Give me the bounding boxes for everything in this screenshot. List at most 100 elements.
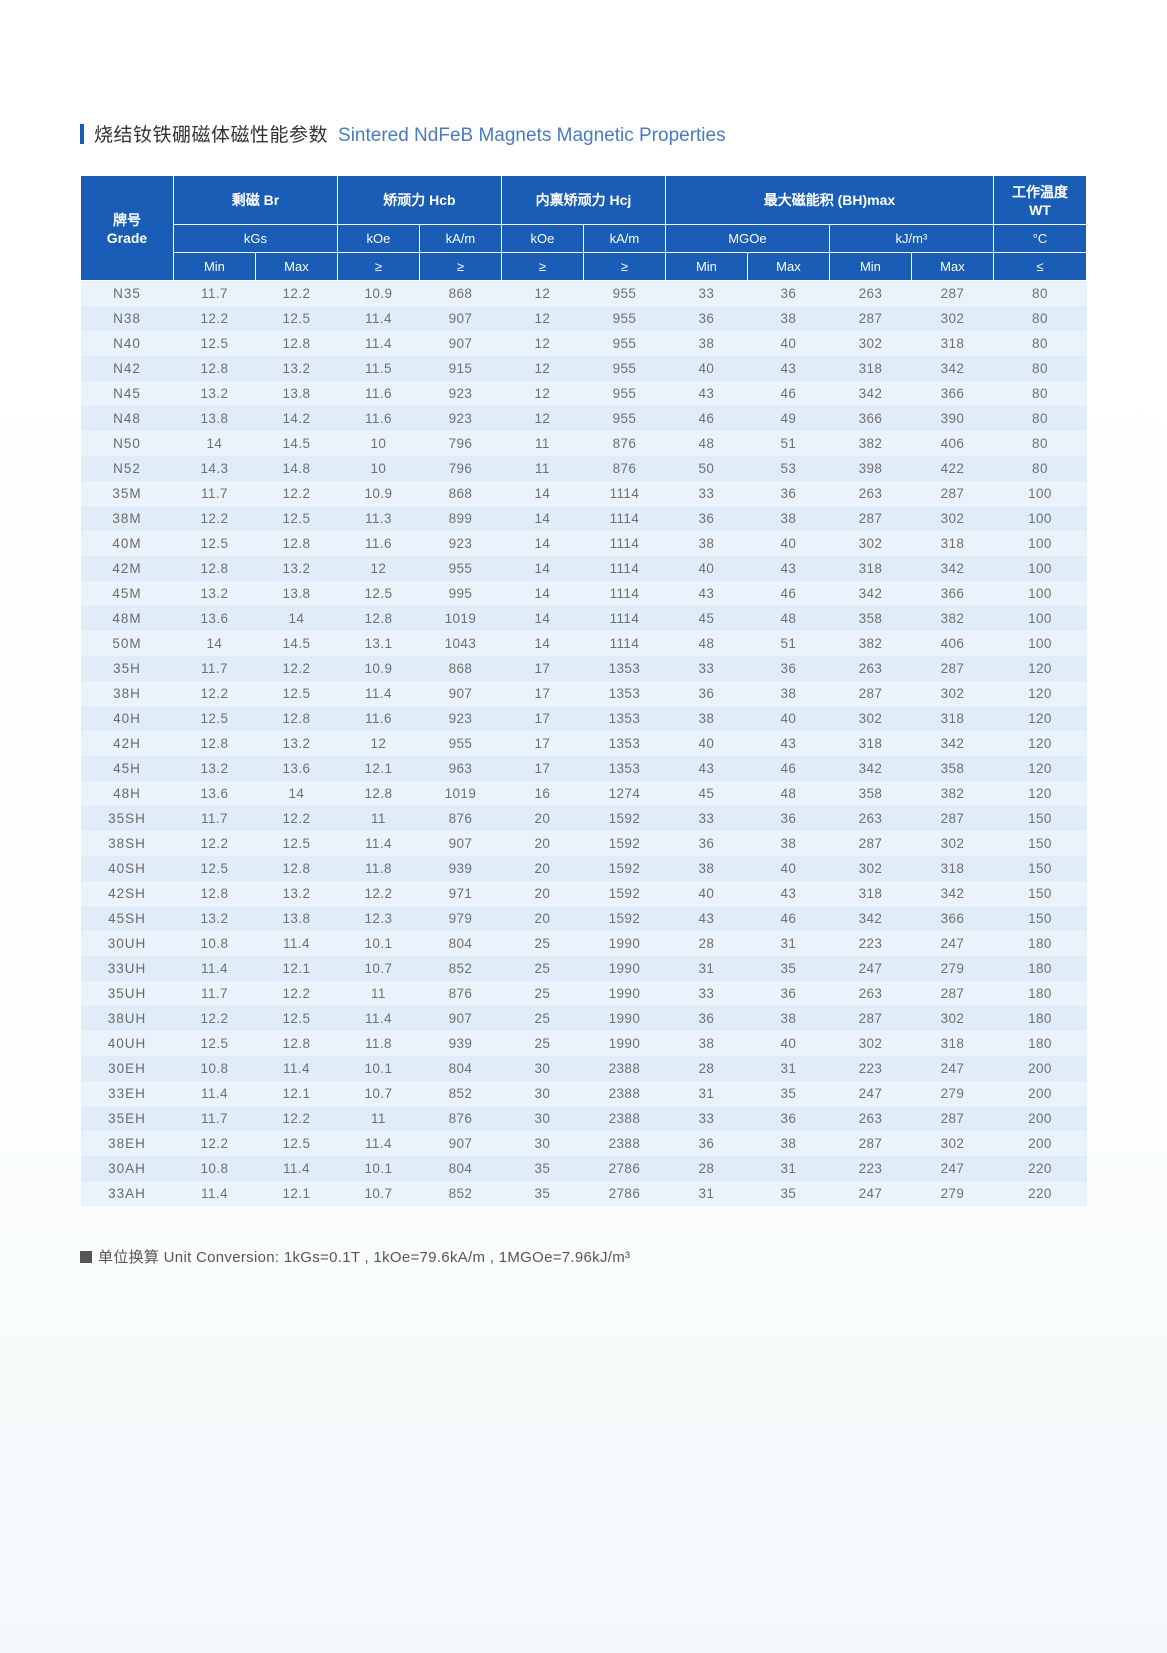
cell-value: 342 <box>829 581 911 606</box>
cell-value: 279 <box>911 1081 993 1106</box>
cell-value: 43 <box>747 556 829 581</box>
cell-value: 14 <box>255 781 337 806</box>
cell-value: 17 <box>501 756 583 781</box>
cell-value: 318 <box>829 356 911 381</box>
cell-value: 12.5 <box>173 531 255 556</box>
cell-value: 38 <box>665 531 747 556</box>
th-grade-cn: 牌号 <box>113 212 141 228</box>
table-row: N4012.512.811.490712955384030231880 <box>81 331 1087 356</box>
cell-grade: 40UH <box>81 1031 174 1056</box>
cell-value: 12.5 <box>173 856 255 881</box>
cell-value: 12 <box>501 356 583 381</box>
th-unit-kam-2: kA/m <box>583 225 665 253</box>
cell-value: 30 <box>501 1081 583 1106</box>
cell-value: 38 <box>665 331 747 356</box>
cell-value: 100 <box>993 481 1086 506</box>
cell-grade: 33UH <box>81 956 174 981</box>
cell-value: 33 <box>665 656 747 681</box>
cell-value: 43 <box>747 731 829 756</box>
cell-value: 40 <box>747 1031 829 1056</box>
cell-grade: 35SH <box>81 806 174 831</box>
cell-value: 12 <box>501 281 583 306</box>
cell-value: 100 <box>993 506 1086 531</box>
cell-value: 43 <box>665 756 747 781</box>
cell-value: 13.8 <box>255 906 337 931</box>
cell-value: 11.3 <box>337 506 419 531</box>
page: 烧结钕铁硼磁体磁性能参数 Sintered NdFeB Magnets Magn… <box>0 0 1167 1653</box>
cell-value: 1592 <box>583 906 665 931</box>
cell-value: 287 <box>911 481 993 506</box>
cell-value: 100 <box>993 631 1086 656</box>
cell-grade: N35 <box>81 281 174 306</box>
cell-value: 12 <box>501 306 583 331</box>
cell-value: 318 <box>911 856 993 881</box>
table-row: 38M12.212.511.38991411143638287302100 <box>81 506 1087 531</box>
cell-value: 11.4 <box>255 1156 337 1181</box>
table-row: N4212.813.211.591512955404331834280 <box>81 356 1087 381</box>
cell-value: 31 <box>665 956 747 981</box>
cell-grade: 42H <box>81 731 174 756</box>
cell-value: 868 <box>419 281 501 306</box>
table-row: N3511.712.210.986812955333626328780 <box>81 281 1087 306</box>
cell-value: 366 <box>911 381 993 406</box>
unit-conversion-note: 单位换算 Unit Conversion: 1kGs=0.1T , 1kOe=7… <box>80 1246 1087 1267</box>
cell-value: 11.4 <box>337 306 419 331</box>
cell-grade: 38UH <box>81 1006 174 1031</box>
cell-value: 35 <box>747 956 829 981</box>
title-accent-bar <box>80 124 84 144</box>
cell-value: 12.3 <box>337 906 419 931</box>
cell-value: 804 <box>419 931 501 956</box>
cell-value: 36 <box>747 806 829 831</box>
cell-value: 12.2 <box>337 881 419 906</box>
th-unit-koe-1: kOe <box>337 225 419 253</box>
cell-value: 35 <box>747 1081 829 1106</box>
cell-value: 2388 <box>583 1131 665 1156</box>
cell-value: 11.6 <box>337 706 419 731</box>
cell-value: 80 <box>993 281 1086 306</box>
cell-value: 11.4 <box>173 956 255 981</box>
cell-grade: 40H <box>81 706 174 731</box>
cell-value: 804 <box>419 1156 501 1181</box>
cell-value: 263 <box>829 806 911 831</box>
cell-value: 36 <box>665 681 747 706</box>
table-row: 35M11.712.210.98681411143336263287100 <box>81 481 1087 506</box>
cell-value: 13.2 <box>255 356 337 381</box>
th-unit-kam-1: kA/m <box>419 225 501 253</box>
cell-grade: 30AH <box>81 1156 174 1181</box>
cell-value: 13.2 <box>173 381 255 406</box>
cell-value: 11 <box>337 1106 419 1131</box>
th-unit-kjm: kJ/m³ <box>829 225 993 253</box>
table-row: 40H12.512.811.69231713533840302318120 <box>81 706 1087 731</box>
cell-grade: N52 <box>81 456 174 481</box>
cell-value: 287 <box>911 981 993 1006</box>
cell-value: 80 <box>993 456 1086 481</box>
cell-value: 13.2 <box>173 906 255 931</box>
cell-value: 10.1 <box>337 1156 419 1181</box>
table-row: N4513.213.811.692312955434634236680 <box>81 381 1087 406</box>
th-sub-ge-3: ≥ <box>501 253 583 281</box>
cell-value: 100 <box>993 556 1086 581</box>
cell-value: 287 <box>911 281 993 306</box>
cell-grade: 33EH <box>81 1081 174 1106</box>
cell-value: 31 <box>665 1181 747 1206</box>
cell-value: 10.9 <box>337 281 419 306</box>
cell-value: 35 <box>501 1181 583 1206</box>
cell-value: 302 <box>911 1006 993 1031</box>
cell-grade: 45M <box>81 581 174 606</box>
cell-value: 28 <box>665 1056 747 1081</box>
cell-value: 10.1 <box>337 1056 419 1081</box>
cell-value: 287 <box>911 806 993 831</box>
cell-value: 30 <box>501 1056 583 1081</box>
cell-value: 150 <box>993 831 1086 856</box>
cell-value: 43 <box>665 381 747 406</box>
cell-value: 796 <box>419 456 501 481</box>
cell-value: 12.8 <box>255 706 337 731</box>
cell-value: 358 <box>829 781 911 806</box>
cell-value: 1019 <box>419 781 501 806</box>
cell-grade: 30EH <box>81 1056 174 1081</box>
cell-value: 342 <box>829 381 911 406</box>
cell-value: 955 <box>419 731 501 756</box>
th-sub-le: ≤ <box>993 253 1086 281</box>
cell-value: 852 <box>419 1181 501 1206</box>
cell-value: 36 <box>747 981 829 1006</box>
